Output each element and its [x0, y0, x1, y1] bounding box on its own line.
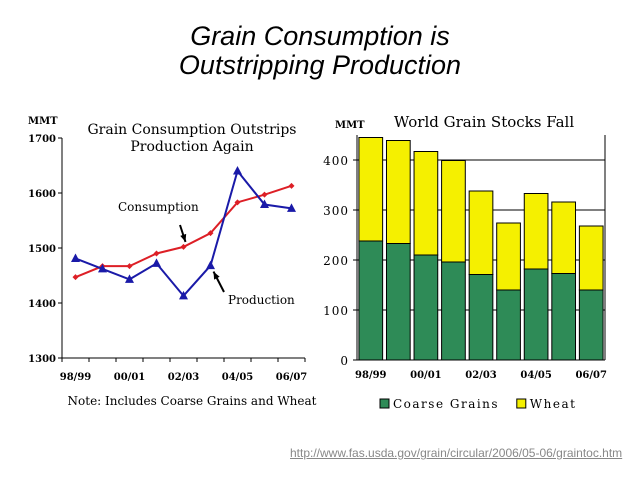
- left-x-tick-label: 98/99: [60, 372, 92, 383]
- data-point-consumption: [207, 230, 214, 237]
- annotation-arrowhead-production: [213, 271, 220, 280]
- bar-segment-coarse-grains: [441, 261, 466, 361]
- data-point-consumption: [234, 199, 241, 206]
- right-x-tick-label: 00/01: [410, 370, 441, 381]
- data-point-production: [260, 199, 269, 209]
- left-y-tick-label: 1500: [28, 244, 56, 255]
- data-point-consumption: [180, 243, 187, 250]
- legend-swatch-coarse-grains: [379, 398, 390, 409]
- annotation-label-production: Production: [228, 293, 295, 307]
- left-x-tick-label: 04/05: [222, 372, 254, 383]
- right-x-tick-label: 02/03: [465, 370, 497, 381]
- data-point-consumption: [153, 250, 160, 257]
- annotation-arrowhead-consumption: [180, 233, 187, 242]
- bar-segment-coarse-grains: [523, 268, 549, 361]
- bar-segment-coarse-grains: [496, 289, 521, 361]
- bar-segment-coarse-grains: [358, 240, 384, 361]
- data-point-production: [71, 253, 80, 262]
- legend-label-coarse-grains: Coarse Grains: [393, 397, 499, 411]
- right-x-tick-label: 06/07: [575, 370, 607, 381]
- annotation-label-consumption: Consumption: [118, 200, 199, 214]
- source-link[interactable]: http://www.fas.usda.gov/grain/circular/2…: [290, 446, 623, 460]
- bar-segment-coarse-grains: [578, 289, 604, 361]
- bar-segment-wheat: [385, 140, 411, 244]
- data-point-production: [287, 203, 296, 212]
- slide-title-line2: Outstripping Production: [178, 50, 462, 80]
- stacked-bar-chart: 0 100 200 300 400 98/99 00/01 02/03 04/05 06/07 Co…: [323, 135, 607, 411]
- slide-title: Grain Consumption is Outstripping Produc…: [0, 22, 640, 80]
- left-chart-title-line1: Grain Consumption Outstrips: [87, 122, 296, 138]
- left-x-tick-label: 02/03: [168, 372, 200, 383]
- data-point-consumption: [72, 274, 79, 281]
- left-y-tick-label: 1300: [28, 354, 56, 365]
- bar-segment-wheat: [496, 222, 521, 291]
- legend-label-wheat: Wheat: [530, 397, 577, 411]
- bar-segment-wheat: [578, 225, 604, 291]
- right-y-tick-label: 100: [323, 304, 349, 318]
- bar-segment-wheat: [468, 190, 494, 275]
- right-x-tick-label: 04/05: [520, 370, 552, 381]
- data-point-production: [179, 290, 188, 300]
- right-x-tick-label: 98/99: [355, 370, 387, 381]
- bar-segment-wheat: [358, 137, 384, 242]
- bar-segment-coarse-grains: [413, 254, 439, 361]
- left-x-tick-label: 00/01: [114, 372, 145, 383]
- bar-segment-wheat: [441, 160, 466, 263]
- bar-segment-wheat: [551, 201, 577, 274]
- bar-segment-coarse-grains: [385, 243, 411, 361]
- data-point-production: [233, 166, 242, 175]
- data-point-production: [125, 274, 134, 283]
- line-chart: 1300 1400 1500 1600 1700 98/99 00/01 02/03 04/05…: [28, 134, 307, 383]
- data-point-production: [152, 258, 161, 267]
- data-point-consumption: [126, 263, 133, 270]
- data-point-production: [98, 263, 107, 273]
- bar-segment-coarse-grains: [468, 274, 494, 361]
- left-x-tick-label: 06/07: [276, 372, 308, 383]
- slide-title-line1: Grain Consumption is: [190, 21, 450, 51]
- right-y-tick-label: 400: [323, 154, 349, 168]
- right-chart-title: World Grain Stocks Fall: [394, 113, 575, 131]
- bar-segment-wheat: [523, 193, 549, 270]
- bar-segment-coarse-grains: [551, 273, 577, 361]
- left-y-tick-label: 1600: [28, 189, 56, 200]
- right-y-tick-label: 300: [323, 204, 349, 218]
- data-point-consumption: [288, 182, 295, 189]
- left-y-unit-label: MMT: [28, 116, 58, 127]
- data-point-consumption: [261, 191, 268, 198]
- right-y-tick-label: 200: [323, 254, 349, 268]
- right-y-tick-label: 0: [340, 354, 349, 368]
- left-chart-title-line2: Production Again: [130, 139, 253, 155]
- left-chart-note: Note: Includes Coarse Grains and Wheat: [68, 394, 317, 408]
- left-y-tick-label: 1700: [28, 134, 56, 145]
- bar-segment-wheat: [413, 151, 439, 256]
- left-y-tick-label: 1400: [28, 299, 56, 310]
- data-point-production: [206, 260, 215, 270]
- right-y-unit-label: MMT: [335, 120, 365, 131]
- legend-swatch-wheat: [516, 398, 527, 409]
